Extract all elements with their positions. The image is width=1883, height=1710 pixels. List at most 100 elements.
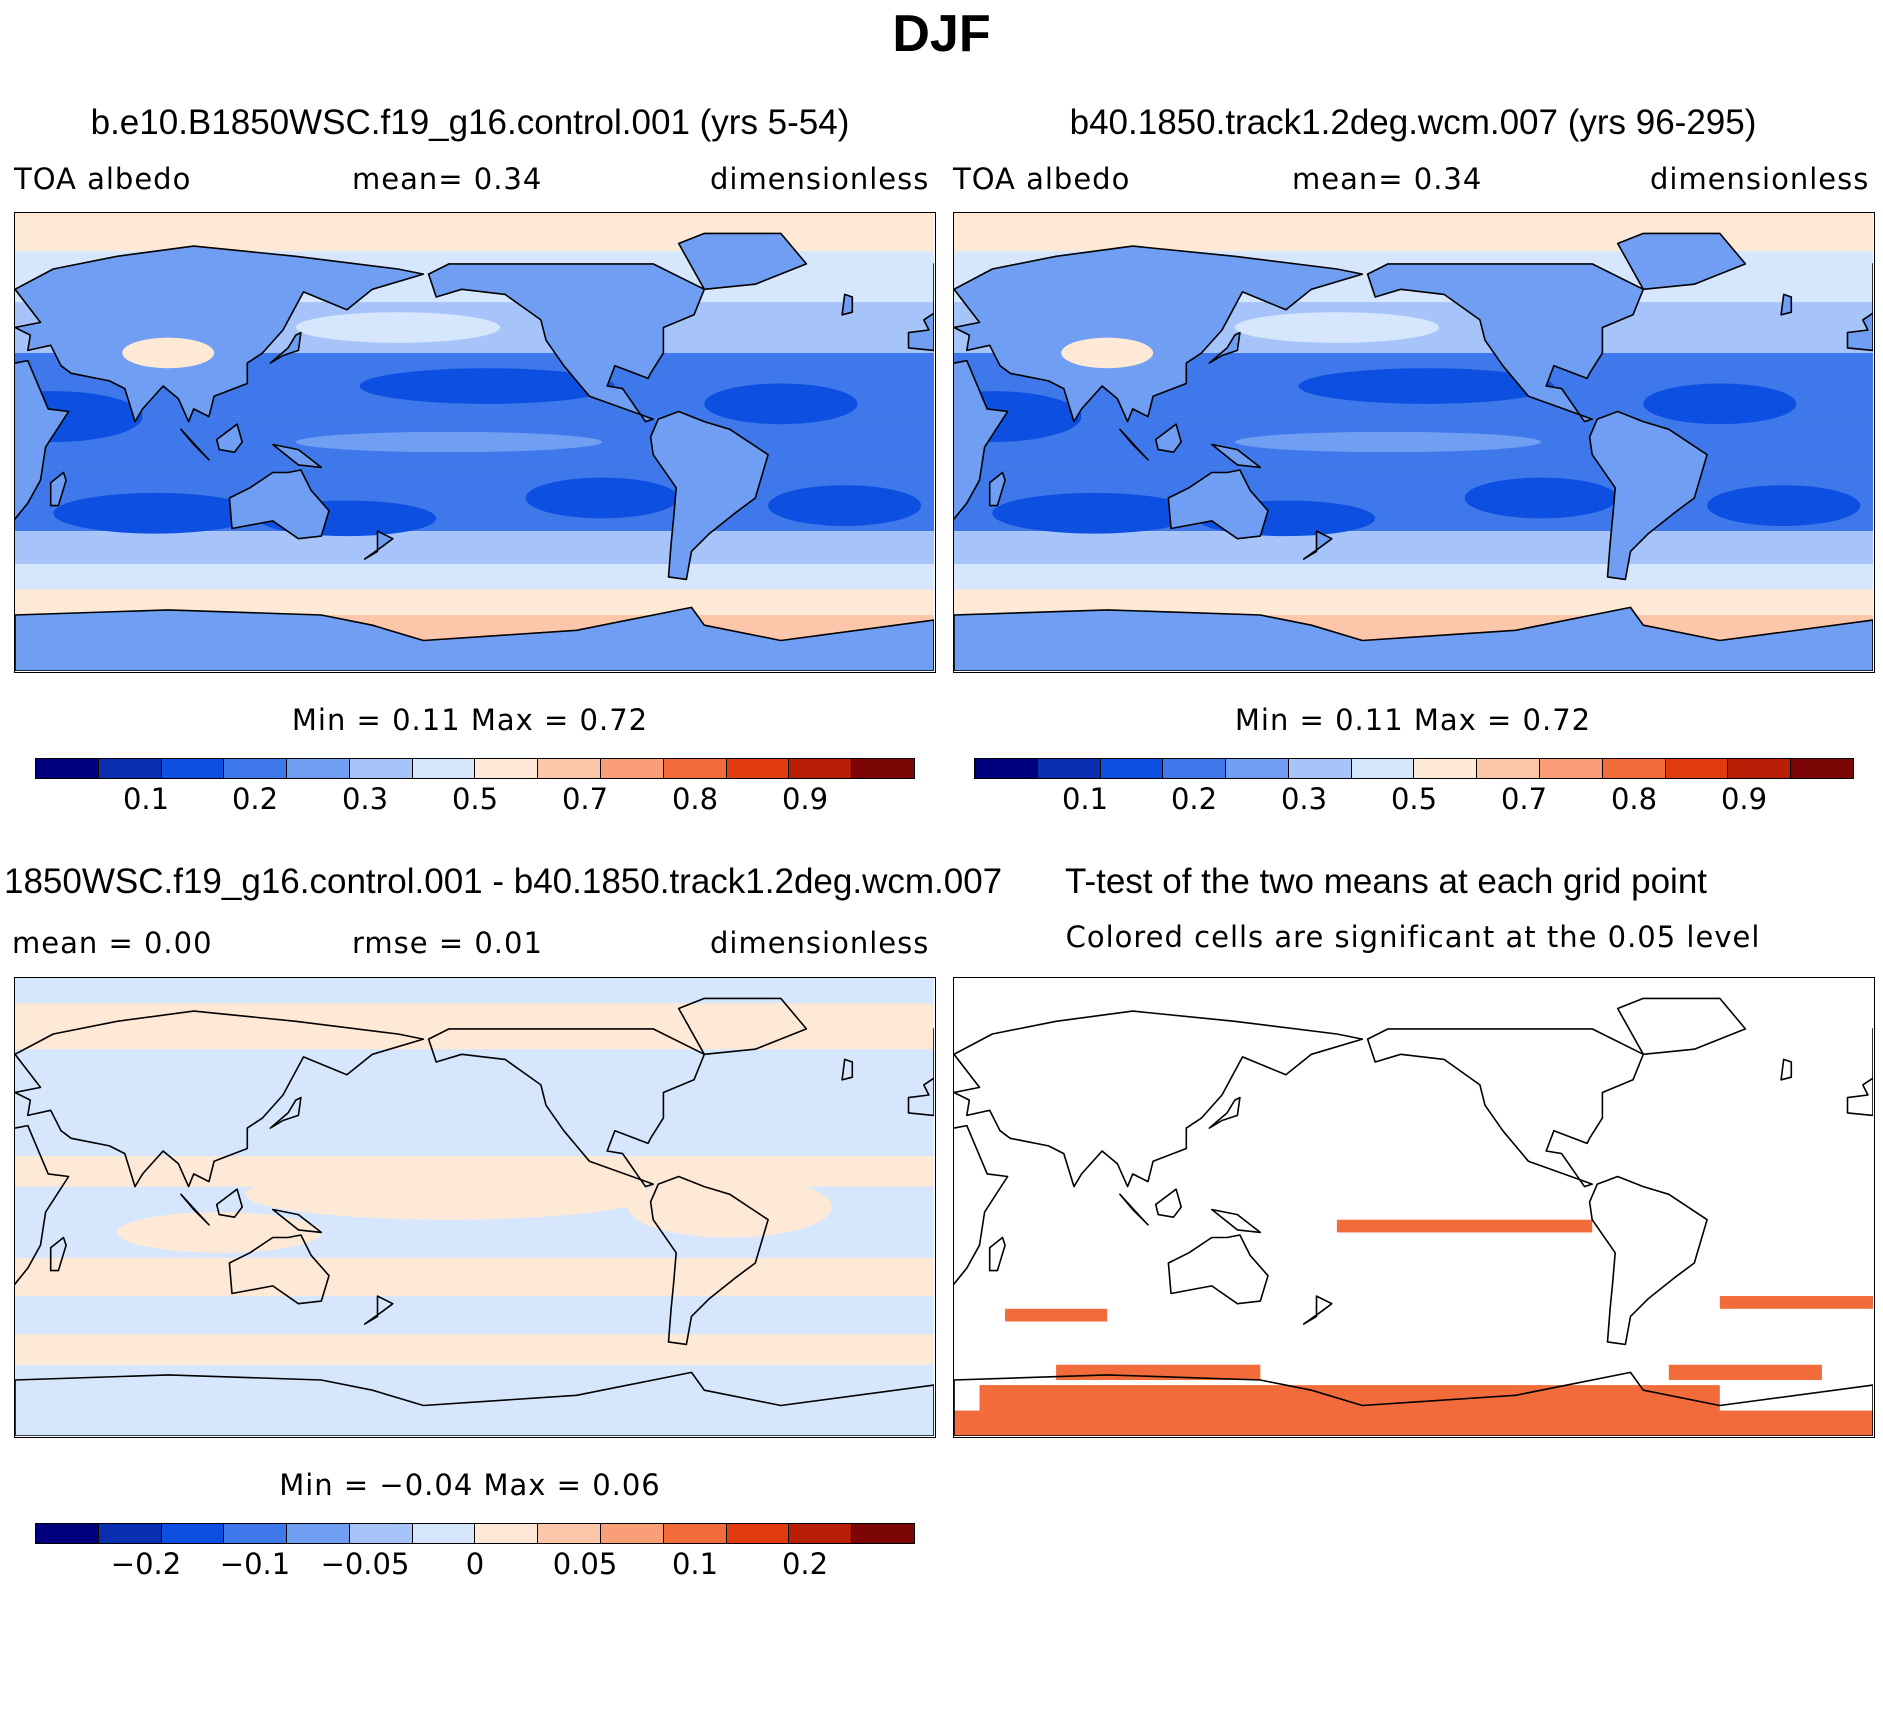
significant-cells bbox=[1056, 1364, 1261, 1381]
coastline bbox=[954, 1124, 1009, 1286]
panel2-map-plot bbox=[954, 213, 1873, 671]
colorbar-swatch bbox=[1351, 759, 1415, 778]
land-field bbox=[428, 263, 705, 422]
significant-cells bbox=[1668, 1364, 1822, 1381]
land-field bbox=[1211, 444, 1261, 468]
field-patch bbox=[244, 1168, 654, 1220]
colorbar-swatch bbox=[789, 759, 853, 778]
coastline bbox=[180, 1193, 210, 1226]
panel3-colorbar bbox=[35, 1523, 915, 1544]
field-band bbox=[15, 564, 934, 590]
coastline bbox=[1210, 443, 1262, 469]
panel3-tick: −0.05 bbox=[320, 1547, 410, 1581]
coastline bbox=[677, 232, 808, 291]
panel1-colorbar bbox=[35, 758, 915, 779]
panel3-units: dimensionless bbox=[710, 926, 930, 960]
panel1-variable: TOA albedo bbox=[14, 162, 192, 196]
coastline bbox=[988, 471, 1006, 507]
land-field bbox=[1303, 531, 1332, 559]
coastline bbox=[427, 263, 706, 423]
colorbar-swatch bbox=[349, 759, 413, 778]
panel4-subtitle: Colored cells are significant at the 0.0… bbox=[1065, 920, 1761, 954]
panel1-map-plot bbox=[15, 213, 934, 671]
land-field bbox=[272, 444, 322, 468]
coastline bbox=[649, 410, 769, 581]
land-field bbox=[954, 360, 1008, 519]
panel1-tick: 0.5 bbox=[451, 782, 499, 816]
coastline bbox=[1366, 263, 1645, 423]
panel2-tick: 0.3 bbox=[1280, 782, 1328, 816]
colorbar-swatch bbox=[412, 1524, 476, 1543]
significant-cells bbox=[954, 1410, 1873, 1436]
coastline bbox=[49, 1236, 67, 1272]
panel2-tick: 0.1 bbox=[1061, 782, 1109, 816]
land-field bbox=[678, 233, 807, 290]
coastline bbox=[15, 606, 934, 671]
panel1-tick: 0.7 bbox=[561, 782, 609, 816]
field-patch bbox=[1464, 477, 1618, 519]
field-band bbox=[15, 1257, 934, 1297]
colorbar-swatch bbox=[287, 759, 350, 778]
field-patch bbox=[627, 1176, 832, 1238]
panel2-title: b40.1850.track1.2deg.wcm.007 (yrs 96-295… bbox=[1069, 103, 1757, 142]
coastline bbox=[15, 359, 70, 521]
colorbar-swatch bbox=[726, 759, 790, 778]
coastline bbox=[363, 530, 394, 560]
field-patch bbox=[53, 492, 258, 534]
field-patch bbox=[525, 477, 679, 519]
land-field bbox=[908, 263, 934, 351]
coastline bbox=[1208, 1096, 1241, 1129]
coastline bbox=[180, 428, 210, 461]
coastline bbox=[1780, 293, 1793, 316]
panel4-title: T-test of the two means at each grid poi… bbox=[1065, 862, 1708, 901]
panel2-tick: 0.5 bbox=[1390, 782, 1438, 816]
significant-cells bbox=[1336, 1219, 1593, 1233]
coastline bbox=[841, 293, 854, 316]
land-field bbox=[15, 246, 424, 422]
colorbar-swatch bbox=[789, 1524, 853, 1543]
colorbar-swatch bbox=[1100, 759, 1164, 778]
field-patch bbox=[992, 492, 1197, 534]
colorbar-swatch bbox=[1477, 759, 1541, 778]
figure-title: DJF bbox=[892, 5, 991, 63]
field-patch bbox=[1061, 337, 1154, 369]
land-field bbox=[989, 472, 1006, 506]
field-patch bbox=[1234, 431, 1542, 453]
coastline bbox=[954, 359, 1009, 521]
colorbar-swatch bbox=[98, 759, 162, 778]
coastline bbox=[15, 245, 425, 423]
coastline bbox=[1167, 1234, 1269, 1305]
field-patch bbox=[1234, 312, 1440, 343]
colorbar-swatch bbox=[852, 759, 914, 778]
coastline bbox=[15, 1124, 70, 1286]
field-patch bbox=[295, 312, 501, 343]
coastline bbox=[271, 1208, 323, 1234]
coastline bbox=[954, 606, 1873, 671]
field-patch bbox=[122, 337, 215, 369]
panel3-rmse: rmse = 0.01 bbox=[352, 926, 543, 960]
coastline bbox=[269, 1096, 302, 1129]
coastline bbox=[363, 1295, 394, 1325]
land-field bbox=[1155, 424, 1182, 453]
panel2-tick: 0.8 bbox=[1610, 782, 1658, 816]
coastline bbox=[1154, 1188, 1182, 1218]
coastline bbox=[1210, 1208, 1262, 1234]
land-field bbox=[650, 411, 769, 580]
coastline bbox=[677, 997, 808, 1056]
panel1-minmax: Min = 0.11 Max = 0.72 bbox=[291, 703, 649, 737]
colorbar-swatch bbox=[98, 1524, 162, 1543]
land-field bbox=[229, 470, 329, 539]
field-patch bbox=[1707, 485, 1861, 526]
panel1-tick: 0.8 bbox=[671, 782, 719, 816]
colorbar-swatch bbox=[1728, 759, 1792, 778]
panel3-tick: −0.1 bbox=[219, 1547, 291, 1581]
field-patch bbox=[117, 1212, 322, 1253]
colorbar-swatch bbox=[1791, 759, 1853, 778]
panel1-units: dimensionless bbox=[710, 162, 930, 196]
panel2-minmax: Min = 0.11 Max = 0.72 bbox=[1234, 703, 1592, 737]
panel1-map bbox=[14, 212, 936, 673]
panel2-tick: 0.9 bbox=[1720, 782, 1768, 816]
colorbar-swatch bbox=[663, 1524, 727, 1543]
significant-cells bbox=[979, 1385, 1720, 1411]
field-band bbox=[15, 531, 934, 565]
